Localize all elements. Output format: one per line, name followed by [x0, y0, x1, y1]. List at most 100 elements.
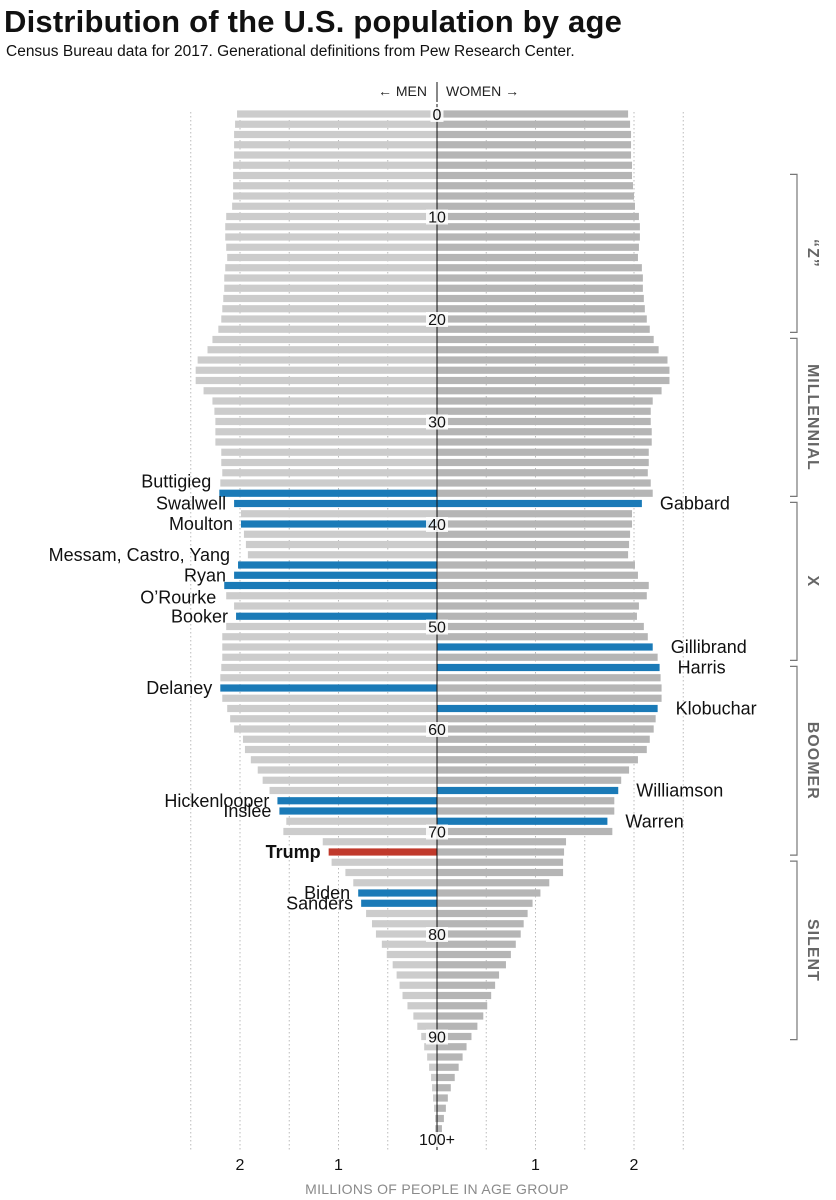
candidate-label-delaney: Delaney [146, 678, 212, 698]
women-bar [437, 981, 496, 989]
highlight-bar-o-rourke [224, 581, 437, 590]
men-bar [222, 633, 437, 641]
x-tick-labels: 1 1 2 2 [236, 1157, 639, 1174]
men-bar [353, 879, 437, 887]
men-bar [223, 294, 437, 303]
age-tick-label: 100+ [419, 1132, 455, 1149]
men-bar [224, 274, 437, 282]
age-label-bg [417, 1132, 457, 1147]
age-tick-label: 70 [428, 825, 446, 842]
women-bar [437, 458, 649, 467]
candidate-label-hickenlooper: Hickenlooper [164, 791, 269, 811]
men-bar [222, 469, 437, 477]
men-direction-label: ← MEN [378, 83, 427, 99]
men-bar [250, 756, 437, 764]
women-bar [437, 766, 630, 774]
women-bar [437, 202, 635, 210]
women-bar [437, 1114, 444, 1123]
men-bar [227, 704, 437, 713]
men-bar [269, 786, 437, 795]
women-bar [437, 489, 653, 497]
highlight-bar-swalwell [234, 499, 437, 508]
age-label-bg [426, 414, 448, 430]
x-tick-label: 1 [334, 1157, 343, 1174]
women-bar [437, 294, 644, 303]
men-bar [220, 479, 437, 487]
women-bar [437, 325, 650, 333]
women-bar [437, 264, 642, 272]
age-label-bg [426, 824, 448, 840]
women-bar [437, 940, 516, 948]
women-bar [437, 243, 639, 251]
men-bar [247, 551, 437, 559]
women-bar [437, 1012, 484, 1020]
women-bar [437, 838, 567, 846]
x-tick-label: 2 [630, 1157, 639, 1174]
men-bar [431, 1073, 437, 1082]
candidate-label-warren: Warren [625, 811, 683, 831]
men-bar [245, 540, 437, 549]
women-bar [437, 1125, 442, 1133]
men-bar [226, 622, 437, 631]
women-bar [437, 961, 506, 969]
men-bar [283, 827, 437, 836]
women-bar [437, 950, 511, 959]
men-bar [221, 663, 437, 672]
women-bar [437, 561, 635, 569]
men-bar [226, 243, 437, 251]
women-bar [437, 899, 533, 907]
women-bar [437, 110, 629, 118]
women-bar [437, 417, 651, 426]
women-bar [437, 141, 632, 149]
highlight-bar-biden [358, 889, 437, 897]
age-tick-label: 10 [428, 210, 446, 227]
women-bar [437, 674, 661, 682]
men-bar [322, 838, 437, 846]
women-bar [437, 540, 630, 549]
generation-bracket [790, 173, 798, 333]
age-label-bg [426, 1029, 448, 1045]
women-bar [437, 192, 634, 200]
women-direction-label: WOMEN → [446, 83, 519, 99]
women-bar [437, 356, 668, 364]
men-bar [203, 387, 437, 395]
men-bar [226, 212, 437, 221]
highlight-bar-gillibrand [437, 643, 653, 651]
candidate-label-klobuchar: Klobuchar [676, 699, 757, 719]
age-tick-label: 60 [428, 722, 446, 739]
age-label-bg [426, 619, 448, 635]
women-bar [437, 827, 613, 836]
men-bar [331, 858, 437, 866]
highlight-bar-gabbard [437, 499, 642, 508]
highlight-bar-delaney [220, 684, 437, 692]
men-bar [233, 192, 437, 200]
men-bar [234, 151, 437, 159]
men-bar [429, 1063, 437, 1071]
women-bar [437, 684, 662, 692]
men-bar [214, 407, 437, 415]
men-bar [212, 335, 437, 344]
men-bar [399, 981, 437, 989]
women-bar [437, 909, 528, 918]
men-bar [233, 171, 437, 180]
women-bar [437, 428, 652, 436]
women-bar [437, 551, 629, 559]
men-bar [235, 120, 437, 128]
women-bar [437, 735, 650, 743]
men-bar [427, 1053, 437, 1061]
women-bar [437, 581, 649, 590]
men-bar [222, 305, 437, 313]
highlight-bar-warren [437, 817, 608, 825]
men-bar [392, 961, 437, 969]
men-bar [222, 653, 437, 661]
women-bar [437, 397, 653, 405]
men-bar [407, 1002, 437, 1010]
men-bar [221, 458, 437, 467]
men-bar [386, 950, 437, 959]
women-bar [437, 879, 550, 887]
women-bar [437, 612, 637, 620]
women-bar [437, 520, 633, 528]
highlight-bar-trump [328, 848, 437, 856]
men-bar [433, 1094, 437, 1102]
x-axis-label: MILLIONS OF PEOPLE IN AGE GROUP [305, 1181, 569, 1197]
